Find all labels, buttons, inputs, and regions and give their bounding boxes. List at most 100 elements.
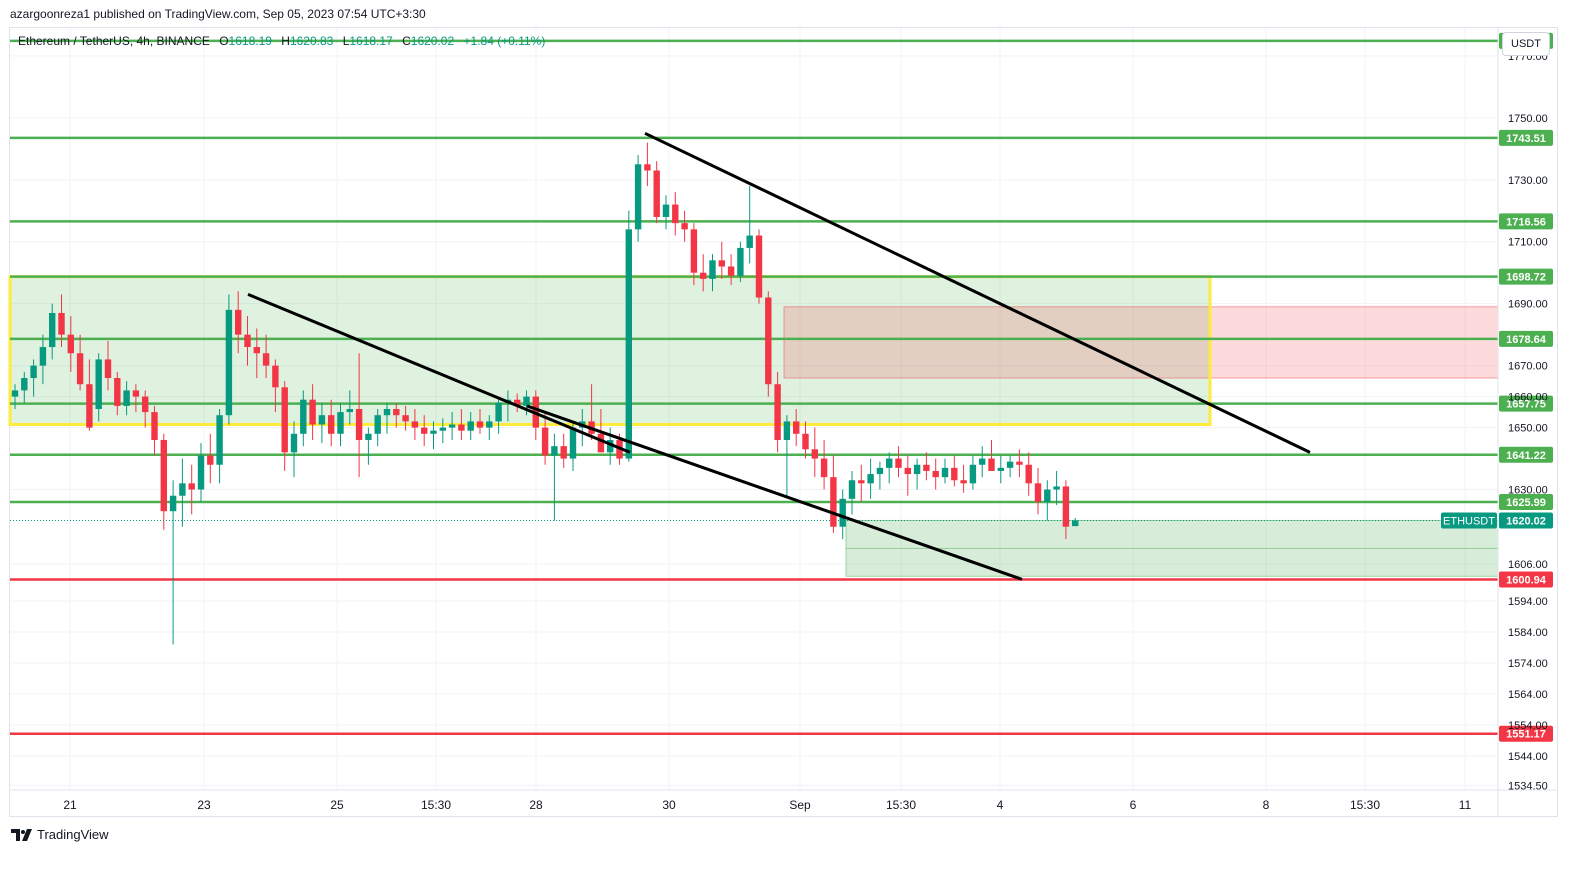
level-price-tag (1499, 493, 1553, 510)
time-axis-label: 15:30 (421, 798, 451, 812)
candle-body (1025, 464, 1032, 484)
candle-body (123, 390, 130, 406)
candle-body (67, 334, 74, 354)
publisher-caption: azargoonreza1 published on TradingView.c… (10, 7, 426, 21)
candle-body (300, 399, 307, 434)
candle-body (309, 399, 316, 425)
price-axis-label: 1574.00 (1508, 658, 1548, 670)
trendline (644, 131, 1311, 454)
current-price-label: 1620.02 (1506, 515, 1546, 527)
symbol-name[interactable]: Ethereum / TetherUS, 4h, BINANCE (18, 34, 210, 48)
candle-body (634, 164, 642, 230)
candle-body (765, 297, 772, 385)
candle-body (132, 390, 140, 397)
candle-body (755, 235, 763, 298)
candle-body (644, 164, 651, 171)
ohlc-open: O1618.19 (219, 34, 272, 48)
candle-body (374, 415, 381, 434)
candle-body (290, 433, 298, 453)
symbol-tag-label: ETHUSDT (1443, 515, 1495, 527)
ohlc-high: H1620.83 (281, 34, 334, 48)
candle-body (839, 498, 846, 527)
time-axis-label: 4 (997, 798, 1004, 812)
candle-body (653, 170, 660, 217)
candle-body (421, 427, 428, 434)
candle-body (402, 415, 409, 422)
price-axis-label: 1606.00 (1508, 559, 1548, 571)
candle-body (848, 480, 856, 499)
price-axis-label: 1690.00 (1508, 299, 1548, 311)
candle-body (913, 464, 921, 475)
candle-body (495, 402, 502, 422)
candle-body (151, 412, 158, 440)
time-axis-label: 28 (529, 798, 543, 812)
candle-body (1062, 486, 1070, 527)
level-price-label: 1716.56 (1506, 216, 1546, 228)
candle-body (1072, 520, 1079, 527)
candle-body (30, 365, 37, 379)
candle-body (272, 365, 279, 388)
candle-body (876, 467, 884, 475)
candle-body (960, 480, 967, 484)
ohlc-close: C1620.02 (402, 34, 455, 48)
candle-body (1053, 486, 1060, 490)
candle-body (365, 433, 372, 440)
current-price-tag (1499, 512, 1553, 529)
time-axis-label: 6 (1130, 798, 1137, 812)
candle-body (476, 421, 484, 428)
candle-body (625, 229, 632, 459)
level-price-label: 1743.51 (1506, 133, 1546, 145)
candle-body (142, 396, 149, 413)
candle-body (727, 266, 735, 276)
candle-body (346, 409, 353, 413)
candle-body (709, 260, 716, 279)
candle-body (11, 390, 19, 397)
price-axis-label: 1750.00 (1508, 113, 1548, 125)
time-axis-label: 15:30 (886, 798, 916, 812)
candle-body (458, 424, 465, 431)
tradingview-logo-icon (11, 828, 32, 841)
candle-body (672, 204, 679, 224)
tradingview-logo[interactable]: TradingView (11, 827, 109, 842)
axis-layer: 21 23 25 15:30 28 30 Sep 15:30 4 6 8 15:30 111770.00… (10, 28, 1558, 817)
candle-body (1044, 489, 1051, 502)
level-price-tag (1499, 725, 1553, 742)
level-price-tag (1499, 330, 1553, 347)
candle-body (95, 359, 102, 409)
level-price-label: 1641.22 (1506, 450, 1546, 462)
candle-body (681, 223, 688, 230)
currency-button[interactable]: USDT (1502, 32, 1550, 56)
candle-body (867, 474, 874, 484)
level-price-tag (1499, 395, 1553, 412)
candle-body (253, 347, 260, 354)
time-axis-label: 8 (1263, 798, 1270, 812)
candle-body (486, 421, 493, 428)
candle-body (104, 359, 112, 379)
candle-body (318, 415, 326, 425)
candle-body (793, 421, 800, 434)
zone-layer (8, 275, 1499, 577)
time-axis-label: 11 (1459, 798, 1472, 812)
time-axis-label: 30 (662, 798, 676, 812)
candle-body (467, 421, 474, 431)
candle-body (281, 387, 288, 453)
resistance-zone-box (783, 306, 1499, 379)
level-price-label: 1678.64 (1506, 334, 1547, 346)
candle-body (235, 309, 242, 335)
candle-body (737, 247, 744, 276)
candle-body (951, 467, 958, 481)
price-axis-label: 1730.00 (1508, 175, 1548, 187)
candle-body (58, 312, 65, 335)
level-price-tag (1499, 129, 1553, 146)
candle-body (783, 421, 791, 440)
price-axis-label: 1594.00 (1508, 596, 1548, 608)
candle-body (114, 378, 121, 406)
candle-body (448, 424, 456, 428)
candle-body (811, 449, 818, 459)
candle-body (188, 483, 195, 490)
candle-body (820, 458, 828, 478)
candle-body (411, 421, 419, 428)
grid-layer (10, 28, 1498, 790)
candle-body (1034, 483, 1042, 502)
